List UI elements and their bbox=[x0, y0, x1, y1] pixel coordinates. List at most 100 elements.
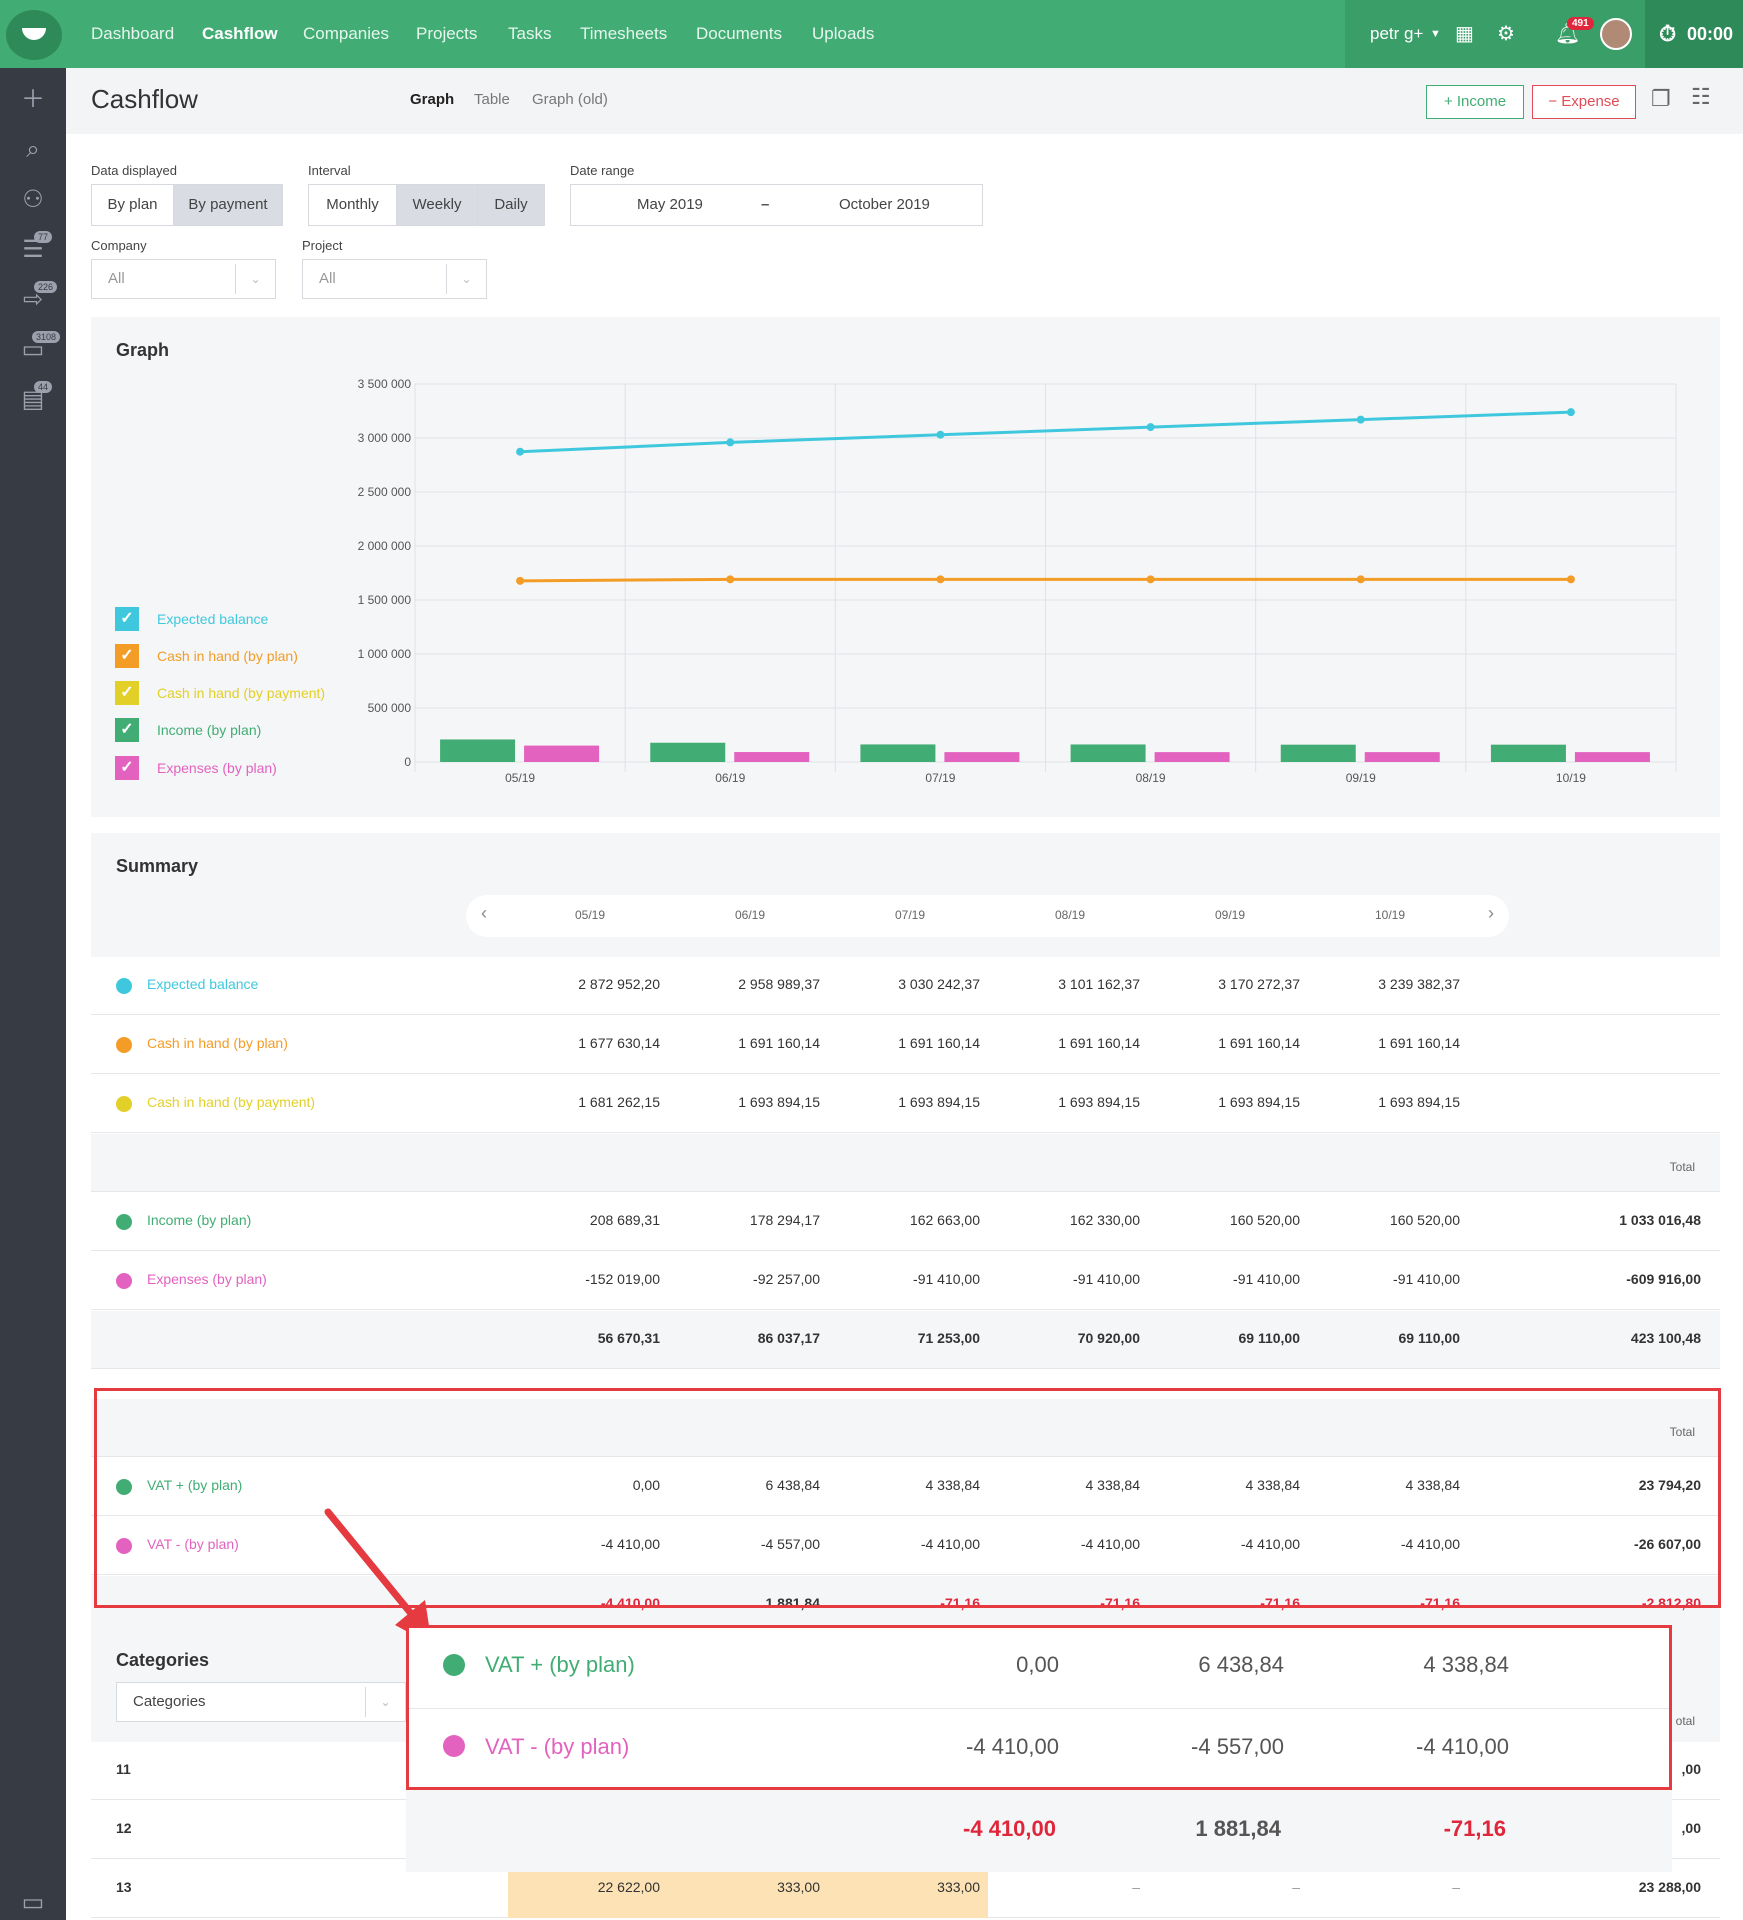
vat-plus-dot bbox=[443, 1654, 465, 1676]
cell-value: 70 920,00 bbox=[1077, 1330, 1140, 1346]
cell-value: 86 037,17 bbox=[757, 1330, 820, 1346]
vat-minus-dot bbox=[443, 1735, 465, 1757]
settings-sliders-icon[interactable]: ☷ bbox=[1691, 84, 1711, 109]
cell-value: 1 691 160,14 bbox=[1218, 1035, 1300, 1051]
range-dash: – bbox=[761, 196, 770, 213]
nav-documents[interactable]: Documents bbox=[696, 24, 782, 43]
date-range-picker[interactable]: May 2019 – October 2019 bbox=[570, 184, 983, 226]
chevron-down-icon: ⌄ bbox=[446, 264, 486, 294]
tab-graph-old[interactable]: Graph (old) bbox=[532, 91, 608, 108]
user-menu[interactable]: petr g+ ▼ ▦ ⚙ 🔔︎ 491 bbox=[1345, 0, 1645, 68]
checkbox-checked-icon[interactable]: ✓ bbox=[115, 681, 139, 705]
nav-companies[interactable]: Companies bbox=[303, 24, 389, 43]
interval-label: Interval bbox=[308, 163, 351, 178]
add-user-icon[interactable]: ⚇ bbox=[22, 186, 44, 213]
zoom-vat-plus-value: 0,00 bbox=[1016, 1652, 1059, 1677]
legend-label: Cash in hand (by plan) bbox=[157, 648, 298, 664]
cell-value: -91 410,00 bbox=[913, 1271, 980, 1287]
project-label: Project bbox=[302, 238, 343, 253]
cell-value: – bbox=[1132, 1879, 1140, 1895]
cell-value: 3 239 382,37 bbox=[1378, 976, 1460, 992]
sidebar-badge: 3108 bbox=[32, 331, 61, 343]
cell-value: 3 101 162,37 bbox=[1058, 976, 1140, 992]
checkbox-checked-icon[interactable]: ✓ bbox=[115, 756, 139, 780]
plus-icon[interactable]: ＋ bbox=[21, 86, 45, 113]
series-dot bbox=[116, 1214, 132, 1230]
cell-value: 4 338,84 bbox=[925, 1477, 981, 1493]
categories-select[interactable]: Categories ⌄ bbox=[116, 1682, 406, 1722]
chevron-right-icon[interactable]: › bbox=[1488, 903, 1494, 923]
tab-graph[interactable]: Graph bbox=[410, 91, 455, 108]
chat-icon[interactable]: ▭ bbox=[21, 1889, 45, 1916]
timer[interactable]: ⏱︎ 00:00 bbox=[1645, 0, 1743, 68]
period-header: 09/19 bbox=[1215, 908, 1246, 922]
zoom-sum-value: 1 881,84 bbox=[1195, 1816, 1281, 1841]
vat-total-header-row: Total bbox=[91, 1399, 1720, 1457]
cell-value: -4 410,00 bbox=[920, 1536, 980, 1552]
nav-timesheets[interactable]: Timesheets bbox=[580, 24, 668, 43]
period-header: 07/19 bbox=[895, 908, 926, 922]
user-name[interactable]: petr g+ bbox=[1370, 24, 1424, 43]
nav-projects[interactable]: Projects bbox=[416, 24, 478, 43]
page-title: Cashflow bbox=[91, 84, 198, 114]
legend-label: Income (by plan) bbox=[157, 722, 262, 738]
cell-value: -4 557,00 bbox=[760, 1536, 820, 1552]
copy-icon[interactable]: ❐ bbox=[1651, 86, 1671, 111]
add-expense-button[interactable]: − Expense bbox=[1532, 85, 1636, 119]
cell-value: -91 410,00 bbox=[1073, 1271, 1140, 1287]
legend-item[interactable]: ✓ Income (by plan) bbox=[115, 718, 261, 742]
zoom-vat-minus-value: -4 557,00 bbox=[1191, 1734, 1284, 1759]
series-dot bbox=[116, 978, 132, 994]
checkbox-checked-icon[interactable]: ✓ bbox=[115, 607, 139, 631]
row-label: VAT + (by plan) bbox=[147, 1477, 243, 1493]
interval-daily[interactable]: Daily bbox=[477, 184, 545, 226]
interval-weekly[interactable]: Weekly bbox=[396, 184, 478, 226]
tab-table[interactable]: Table bbox=[474, 91, 510, 108]
data-displayed-label: Data displayed bbox=[91, 163, 177, 178]
cell-value: 0,00 bbox=[632, 1477, 660, 1493]
cell-value: 1 677 630,14 bbox=[578, 1035, 660, 1051]
cell-value: 1 693 894,15 bbox=[1218, 1094, 1300, 1110]
company-select[interactable]: All ⌄ bbox=[91, 259, 276, 299]
legend-label: Cash in hand (by payment) bbox=[157, 685, 326, 701]
search-icon[interactable]: ⌕ bbox=[26, 136, 40, 163]
balance-row: Expected balance 2 872 952,20 2 958 989,37… bbox=[91, 957, 1720, 1015]
timer-value: 00:00 bbox=[1687, 24, 1734, 44]
date-from[interactable]: May 2019 bbox=[637, 196, 703, 213]
cell-value: 1 681 262,15 bbox=[578, 1094, 660, 1110]
gear-icon[interactable]: ⚙ bbox=[1497, 23, 1515, 45]
project-value: All bbox=[319, 270, 336, 287]
legend-item[interactable]: ✓ Expected balance bbox=[115, 607, 268, 631]
cell-value: 333,00 bbox=[937, 1879, 980, 1895]
avatar[interactable] bbox=[1600, 18, 1632, 50]
top-nav-bar: Dashboard Cashflow Companies Projects Ta… bbox=[0, 0, 1743, 68]
by-payment-toggle[interactable]: By payment bbox=[173, 184, 283, 226]
cell-value: -4 410,00 bbox=[1400, 1536, 1460, 1552]
cell-value: 1 691 160,14 bbox=[1378, 1035, 1460, 1051]
checkbox-checked-icon[interactable]: ✓ bbox=[115, 644, 139, 668]
cell-value: 1 693 894,15 bbox=[1378, 1094, 1460, 1110]
app-logo[interactable] bbox=[6, 10, 62, 60]
row-total: 1 033 016,48 bbox=[1619, 1212, 1701, 1228]
legend-item[interactable]: ✓ Cash in hand (by payment) bbox=[115, 681, 325, 705]
add-income-button[interactable]: + Income bbox=[1426, 85, 1524, 119]
balance-row: Cash in hand (by payment) 1 681 262,15 1 6… bbox=[91, 1075, 1720, 1133]
calendar-icon[interactable]: ▦ bbox=[1455, 23, 1474, 45]
project-select[interactable]: All ⌄ bbox=[302, 259, 487, 299]
row-total: 23 794,20 bbox=[1638, 1477, 1701, 1493]
row-label: VAT - (by plan) bbox=[147, 1536, 239, 1552]
date-to[interactable]: October 2019 bbox=[839, 196, 930, 213]
checkbox-checked-icon[interactable]: ✓ bbox=[115, 718, 139, 742]
nav-uploads[interactable]: Uploads bbox=[812, 24, 875, 43]
chevron-left-icon[interactable]: ‹ bbox=[481, 903, 487, 923]
by-plan-toggle[interactable]: By plan bbox=[91, 184, 174, 226]
cell-value: -4 410,00 bbox=[1240, 1536, 1300, 1552]
interval-monthly[interactable]: Monthly bbox=[308, 184, 397, 226]
sidebar-badge: 44 bbox=[34, 381, 53, 393]
zoom-vat-minus-value: -4 410,00 bbox=[1416, 1734, 1509, 1759]
nav-dashboard[interactable]: Dashboard bbox=[91, 24, 175, 43]
legend-item[interactable]: ✓ Expenses (by plan) bbox=[115, 756, 277, 780]
nav-cashflow[interactable]: Cashflow bbox=[202, 24, 278, 43]
nav-tasks[interactable]: Tasks bbox=[508, 24, 552, 43]
legend-item[interactable]: ✓ Cash in hand (by plan) bbox=[115, 644, 298, 668]
